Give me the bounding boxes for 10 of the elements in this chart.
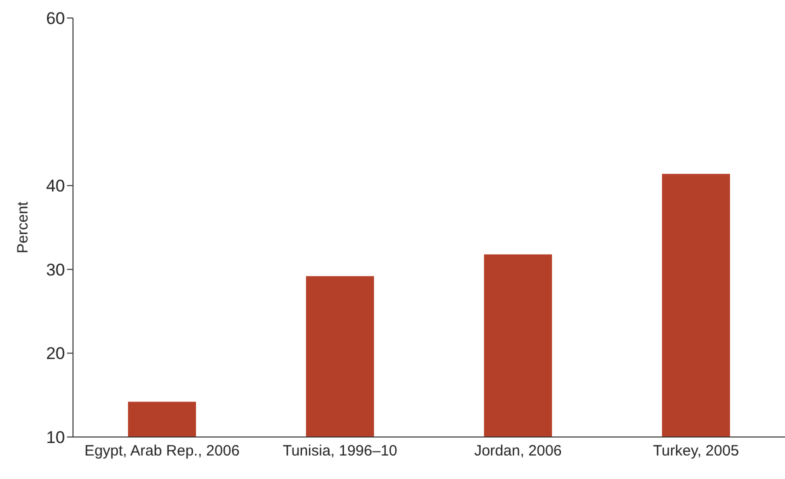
y-axis-title: Percent: [14, 200, 32, 254]
x-tick-label: Egypt, Arab Rep., 2006: [84, 442, 240, 460]
x-tick-label: Turkey, 2005: [653, 442, 739, 460]
x-tick-label: Jordan, 2006: [474, 442, 562, 460]
y-tick-label: 30: [46, 260, 65, 280]
y-tick-label: 60: [46, 9, 65, 28]
y-tick-label: 20: [46, 344, 65, 364]
y-tick-label: 40: [46, 176, 65, 196]
y-tick-label: 10: [46, 428, 65, 448]
x-tick-label: Tunisia, 1996–10: [282, 442, 398, 460]
